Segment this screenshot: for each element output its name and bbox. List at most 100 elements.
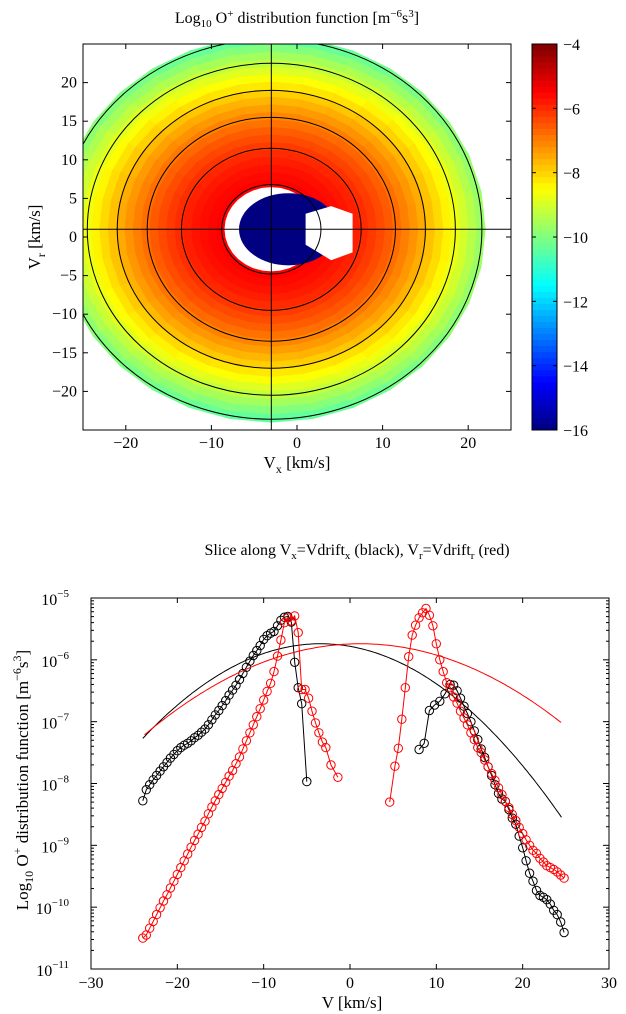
heatmap-cell bbox=[83, 195, 87, 227]
data-point bbox=[438, 666, 448, 677]
colorbar-swatch bbox=[532, 345, 557, 353]
colorbar-swatch bbox=[532, 80, 557, 87]
data-point bbox=[245, 728, 255, 738]
bottom-axis-ticks: −30 −20 −10 0 10 20 30 10−5 10−6 10−7 10−8 10−9 10−1… bbox=[36, 588, 617, 992]
data-point bbox=[265, 678, 276, 688]
data-point bbox=[424, 705, 435, 716]
colorbar-tick-label: −14 bbox=[563, 359, 588, 376]
data-point bbox=[248, 650, 259, 661]
y-tick-label: −10 bbox=[52, 306, 77, 323]
colorbar-swatch bbox=[532, 315, 557, 322]
y-tick-label: 10−9 bbox=[41, 835, 69, 856]
data-point bbox=[538, 892, 549, 902]
colorbar-swatch bbox=[532, 68, 557, 75]
colorbar-tick-label: −8 bbox=[563, 166, 580, 183]
data-point bbox=[455, 693, 466, 703]
heatmap-cell bbox=[215, 219, 226, 230]
data-point bbox=[234, 752, 245, 762]
data-point bbox=[414, 744, 424, 755]
data-point bbox=[276, 635, 286, 645]
x-tick-label: −10 bbox=[251, 975, 276, 992]
data-point bbox=[293, 627, 303, 638]
colorbar-swatch bbox=[532, 285, 557, 292]
y-tick-label: 10 bbox=[61, 152, 77, 169]
data-point bbox=[559, 873, 569, 883]
heatmap-cell bbox=[230, 44, 272, 48]
y-tick-label: 10−11 bbox=[36, 959, 69, 980]
colorbar-swatch bbox=[532, 200, 557, 208]
data-point bbox=[224, 690, 234, 700]
colorbar-swatch bbox=[532, 309, 557, 316]
data-point bbox=[283, 613, 293, 623]
colorbar-swatch bbox=[532, 44, 557, 51]
data-point bbox=[440, 689, 450, 699]
colorbar-swatch bbox=[532, 279, 557, 286]
data-point bbox=[255, 704, 265, 714]
colorbar-swatch bbox=[532, 170, 557, 178]
heatmap-cell bbox=[83, 125, 108, 162]
colorbar-swatch bbox=[532, 194, 557, 202]
colorbar-swatch bbox=[532, 303, 557, 310]
colorbar-swatch bbox=[532, 333, 557, 341]
colorbar-swatch bbox=[532, 56, 557, 63]
fit-curve bbox=[144, 643, 562, 736]
heatmap-cell bbox=[83, 121, 101, 157]
data-point bbox=[333, 772, 343, 782]
colorbar-swatch bbox=[532, 321, 557, 328]
colorbar-swatch bbox=[532, 273, 557, 280]
data-point bbox=[186, 736, 196, 746]
data-point bbox=[524, 840, 535, 850]
data-point bbox=[531, 848, 542, 859]
data-point bbox=[419, 738, 429, 748]
y-tick-label: 10−5 bbox=[41, 588, 69, 609]
colorbar-swatch bbox=[532, 363, 557, 371]
data-point bbox=[317, 737, 328, 747]
data-point bbox=[214, 705, 224, 716]
data-point bbox=[303, 693, 314, 703]
data-point bbox=[290, 657, 300, 667]
colorbar-swatch bbox=[532, 110, 557, 117]
data-point bbox=[241, 736, 252, 746]
data-point bbox=[397, 714, 407, 724]
colorbar-swatch bbox=[532, 188, 557, 196]
data-point bbox=[290, 611, 300, 621]
heatmap-cell bbox=[57, 229, 69, 267]
data-point bbox=[262, 686, 272, 697]
colorbar: −4 −6 −8 −10 −12 −14 −16 bbox=[531, 37, 588, 440]
data-point bbox=[172, 746, 183, 756]
fit-curve bbox=[142, 643, 562, 818]
colorbar-swatch bbox=[532, 393, 557, 401]
data-point bbox=[286, 616, 296, 626]
data-point bbox=[193, 730, 203, 740]
data-point bbox=[248, 720, 259, 730]
data-point bbox=[424, 610, 435, 620]
x-tick-label: −30 bbox=[78, 975, 103, 992]
colorbar-swatch bbox=[532, 237, 557, 244]
y-tick-label: 5 bbox=[69, 190, 77, 207]
data-point bbox=[528, 876, 538, 886]
colorbar-swatch bbox=[532, 128, 557, 135]
data-point bbox=[556, 917, 566, 927]
top-y-axis-label: Vr [km/s] bbox=[25, 205, 48, 270]
colorbar-swatch bbox=[532, 50, 557, 57]
data-point bbox=[552, 909, 562, 920]
data-point bbox=[141, 785, 152, 795]
data-point bbox=[176, 742, 186, 753]
heatmap-cell bbox=[83, 278, 90, 300]
heatmap-cell bbox=[83, 232, 87, 264]
colorbar-swatch bbox=[532, 134, 557, 141]
data-point bbox=[314, 728, 324, 738]
data-point bbox=[428, 621, 438, 631]
heatmap-cell bbox=[270, 178, 283, 188]
data-point bbox=[473, 742, 483, 753]
y-tick-label: 10−6 bbox=[41, 650, 69, 671]
data-point bbox=[300, 684, 310, 695]
y-tick-label: 10−7 bbox=[41, 712, 69, 733]
heatmap-cell bbox=[207, 217, 218, 230]
heatmap-cell bbox=[260, 270, 272, 280]
data-point bbox=[252, 712, 262, 722]
data-point bbox=[452, 698, 462, 708]
colorbar-swatch bbox=[532, 291, 557, 298]
colorbar-swatch bbox=[532, 267, 557, 274]
x-tick-label: 0 bbox=[346, 975, 354, 992]
